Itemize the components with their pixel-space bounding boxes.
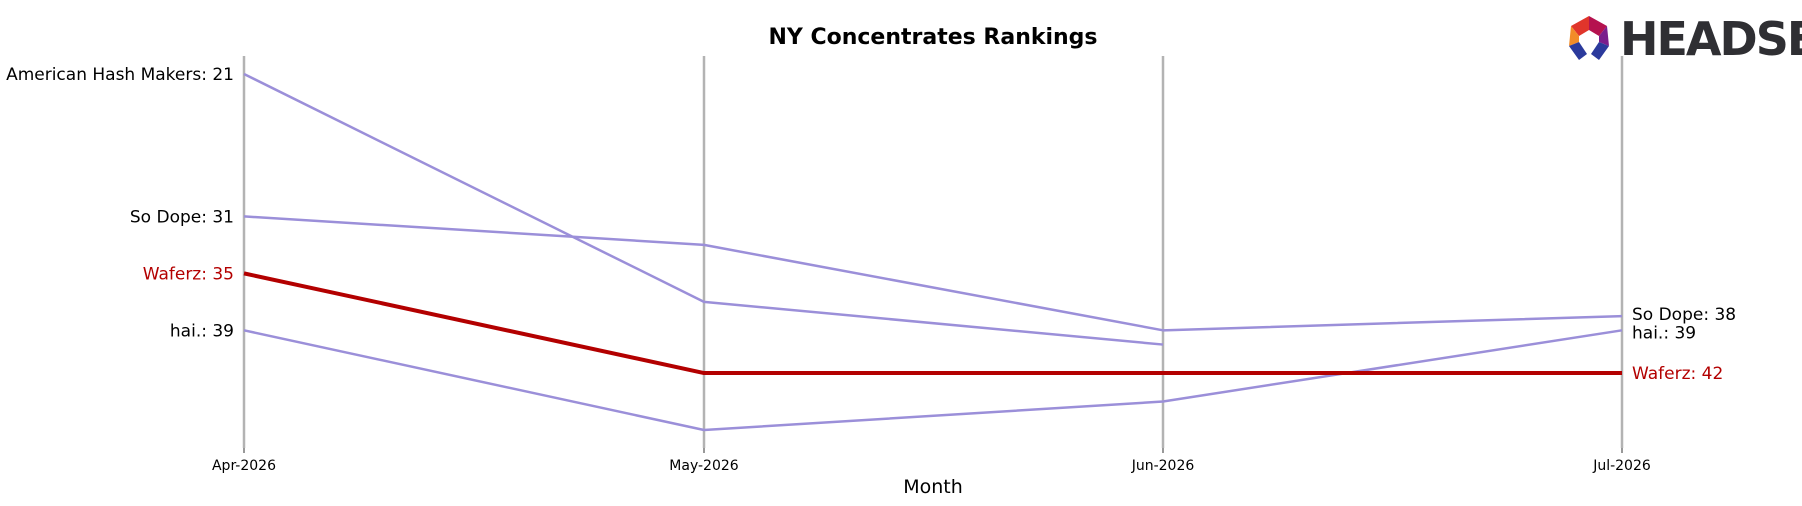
month-grid-lines	[242, 56, 1624, 448]
series-line-hai	[243, 329, 1623, 432]
end-label: Waferz: 42	[1632, 364, 1723, 384]
end-label: hai.: 39	[1632, 323, 1696, 343]
x-axis-ticks: Apr-2026 May-2026 Jun-2026 Jul-2026	[212, 448, 1651, 474]
end-label: So Dope: 38	[1632, 305, 1736, 325]
headset-logo-icon	[1569, 16, 1609, 60]
series-lines	[243, 72, 1623, 432]
x-tick-label: Apr-2026	[212, 458, 276, 474]
start-label: American Hash Makers: 21	[6, 65, 234, 85]
x-tick-label: May-2026	[669, 458, 738, 474]
series-line-american-hash-makers	[243, 72, 1164, 346]
x-tick-label: Jul-2026	[1592, 458, 1651, 474]
series-line-waferz	[243, 271, 1622, 376]
start-label: So Dope: 31	[130, 207, 234, 227]
x-tick-label: Jun-2026	[1131, 458, 1195, 474]
series-labels: American Hash Makers: 21 So Dope: 31 Wafer…	[6, 65, 1736, 384]
headset-logo: HEADSET	[1569, 12, 1802, 66]
start-label: Waferz: 35	[143, 264, 234, 284]
chart-title: NY Concentrates Rankings	[768, 25, 1097, 50]
series-line-so-dope	[243, 215, 1623, 332]
x-axis-label: Month	[903, 476, 963, 498]
headset-logo-text: HEADSET	[1620, 12, 1802, 66]
start-label: hai.: 39	[170, 321, 234, 341]
